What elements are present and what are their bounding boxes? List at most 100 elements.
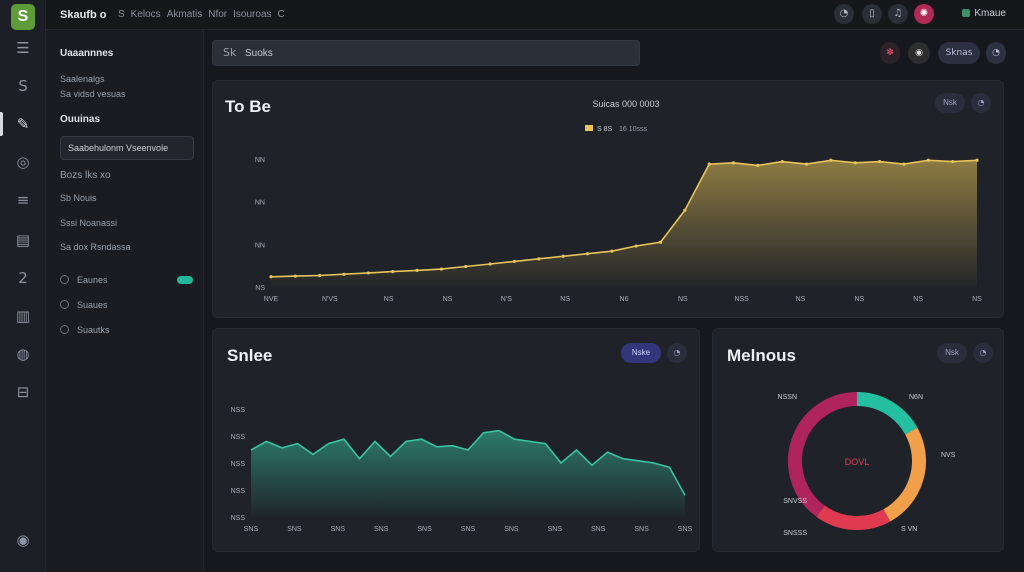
- user-status-icon: [962, 9, 971, 17]
- breadcrumb-item[interactable]: C: [277, 9, 285, 20]
- edit-icon[interactable]: ✎: [16, 115, 30, 133]
- user-menu[interactable]: Kmaue: [962, 8, 1006, 19]
- chart-settings-icon[interactable]: ◔: [971, 93, 991, 113]
- breadcrumb-item[interactable]: Kelocs: [130, 9, 161, 20]
- x-tick-label: SNS: [548, 526, 563, 533]
- sidebar-item[interactable]: Sa vidsd vesuas: [60, 89, 126, 99]
- data-point: [975, 158, 979, 162]
- donut-label: SNVSS: [783, 498, 807, 505]
- x-tick-label: NVE: [264, 296, 279, 303]
- legend-label: 16 10sss: [619, 126, 648, 133]
- data-point: [902, 162, 906, 166]
- action-pill-button[interactable]: Sknas: [938, 42, 980, 64]
- nav-rail: S ☰ S ✎ ◎ ≡ ▤ 2 ▥ ◍ ⊟ ◉: [0, 0, 46, 572]
- data-point: [512, 259, 517, 263]
- search-bar[interactable]: Sk: [212, 40, 640, 66]
- sidebar-item[interactable]: Saalenalgs: [60, 74, 105, 84]
- data-point: [488, 262, 492, 266]
- trend-chart: Suicas 000 0003 S 8S 16 10sss NN NN NN NS NV…: [255, 99, 982, 303]
- data-point: [269, 275, 273, 279]
- donut-chart: DOVL NSSN N6N NVS S VN SNVSS SNSSS: [778, 392, 956, 537]
- search-icon: Sk: [223, 46, 237, 59]
- menu-icon[interactable]: ☰: [16, 39, 30, 57]
- x-tick-label: SNS: [417, 526, 432, 533]
- bell-icon[interactable]: ♫: [888, 4, 908, 24]
- data-point: [415, 268, 419, 272]
- donut-slice: [816, 505, 891, 530]
- y-tick-label: NN: [255, 157, 265, 164]
- target-icon[interactable]: ◎: [16, 153, 30, 171]
- breadcrumb-item[interactable]: Akmatis: [166, 9, 203, 20]
- donut-label: NSSN: [778, 394, 797, 401]
- trend-chart-panel: To Be Nsk ◔ Suicas 000 0003 S 8S 16 10ss…: [212, 80, 1004, 318]
- y-tick-label: NSS: [231, 461, 246, 468]
- breadcrumb-item[interactable]: S: [118, 9, 125, 20]
- circle-icon: [60, 300, 69, 309]
- brand-name[interactable]: Skaufb o: [60, 9, 107, 21]
- sidebar-item-label: Suaues: [77, 300, 108, 310]
- sales-settings-icon[interactable]: ◔: [667, 343, 687, 363]
- data-point: [293, 274, 297, 278]
- sidebar-item-selected[interactable]: Saabehulonm Vseenvole: [60, 136, 194, 160]
- alert-icon[interactable]: ✺: [914, 4, 934, 24]
- sales-filter-button[interactable]: Nske: [621, 343, 661, 363]
- data-point: [318, 273, 322, 278]
- x-tick-label: SNS: [374, 526, 389, 533]
- chart-filter-button[interactable]: Nsk: [935, 93, 965, 113]
- sidebar-item[interactable]: Sssi Noanassi: [60, 218, 118, 228]
- sparkle-icon[interactable]: ✽: [880, 42, 900, 64]
- sidebar-item[interactable]: Sb Nouis: [60, 193, 97, 203]
- breadcrumb-item[interactable]: Isouroas: [233, 9, 272, 20]
- circle-icon: [60, 275, 69, 284]
- clock-icon[interactable]: ◔: [834, 4, 854, 24]
- sidebar-item[interactable]: Suaues: [60, 300, 108, 310]
- data-point: [585, 252, 590, 256]
- sidebar-section[interactable]: Ouuinas: [60, 114, 101, 125]
- donut-slice: [788, 392, 858, 517]
- x-tick-label: NS: [443, 296, 453, 303]
- sidebar-item[interactable]: Eaunes: [60, 275, 108, 285]
- profile-icon[interactable]: ◉: [16, 531, 30, 549]
- y-tick-label: NSS: [231, 434, 246, 441]
- archive-icon[interactable]: ⊟: [16, 383, 30, 401]
- y-tick-label: NS: [255, 285, 265, 292]
- donut-label: SNSSS: [783, 530, 807, 537]
- sidebar-item[interactable]: Suautks: [60, 325, 110, 335]
- sidebar-item[interactable]: Bozs lks xo: [60, 170, 111, 181]
- top-bar: Skaufb o S Kelocs Akmatis Nfor Isouroas …: [46, 0, 1024, 30]
- table-icon[interactable]: ▥: [15, 307, 31, 325]
- data-point: [707, 162, 711, 166]
- number-icon[interactable]: 2: [18, 269, 28, 287]
- x-tick-label: SNS: [461, 526, 476, 533]
- list-icon[interactable]: ≡: [16, 191, 30, 209]
- data-point: [391, 270, 395, 274]
- shop-icon[interactable]: S: [18, 77, 28, 95]
- x-tick-label: NSS: [734, 296, 749, 303]
- x-tick-label: SNS: [287, 526, 302, 533]
- data-point: [610, 249, 614, 253]
- app-logo[interactable]: S: [11, 4, 35, 30]
- x-tick-label: SNS: [504, 526, 519, 533]
- calendar-icon[interactable]: ▤: [15, 231, 31, 249]
- y-tick-label: NSS: [231, 515, 246, 522]
- data-point: [731, 161, 736, 165]
- data-point: [439, 267, 444, 271]
- donut-settings-icon[interactable]: ◔: [973, 343, 993, 363]
- search-input[interactable]: [245, 45, 625, 61]
- sidebar-item-label: Suautks: [77, 325, 110, 335]
- globe-icon[interactable]: ◍: [16, 345, 30, 363]
- data-point: [878, 159, 882, 164]
- sidebar-item[interactable]: Sa dox Rsndassa: [60, 242, 131, 252]
- sidebar-item-label: Eaunes: [77, 275, 108, 285]
- x-tick-label: SNS: [591, 526, 606, 533]
- sales-chart: NSS NSS NSS NSS NSS SNS SNS SNS SNS SNS SNS SNS SNS S…: [231, 407, 693, 533]
- bookmark-icon[interactable]: ▯: [862, 4, 882, 24]
- donut-filter-button[interactable]: Nsk: [937, 343, 967, 363]
- avatar[interactable]: ◉: [908, 42, 930, 64]
- donut-slice: [856, 392, 918, 435]
- data-point: [683, 208, 687, 212]
- donut-chart-title: Melnous: [727, 346, 796, 365]
- trend-chart-subtitle: Suicas 000 0003: [592, 99, 659, 109]
- settings-icon[interactable]: ◔: [986, 42, 1006, 64]
- breadcrumb-item[interactable]: Nfor: [208, 9, 228, 20]
